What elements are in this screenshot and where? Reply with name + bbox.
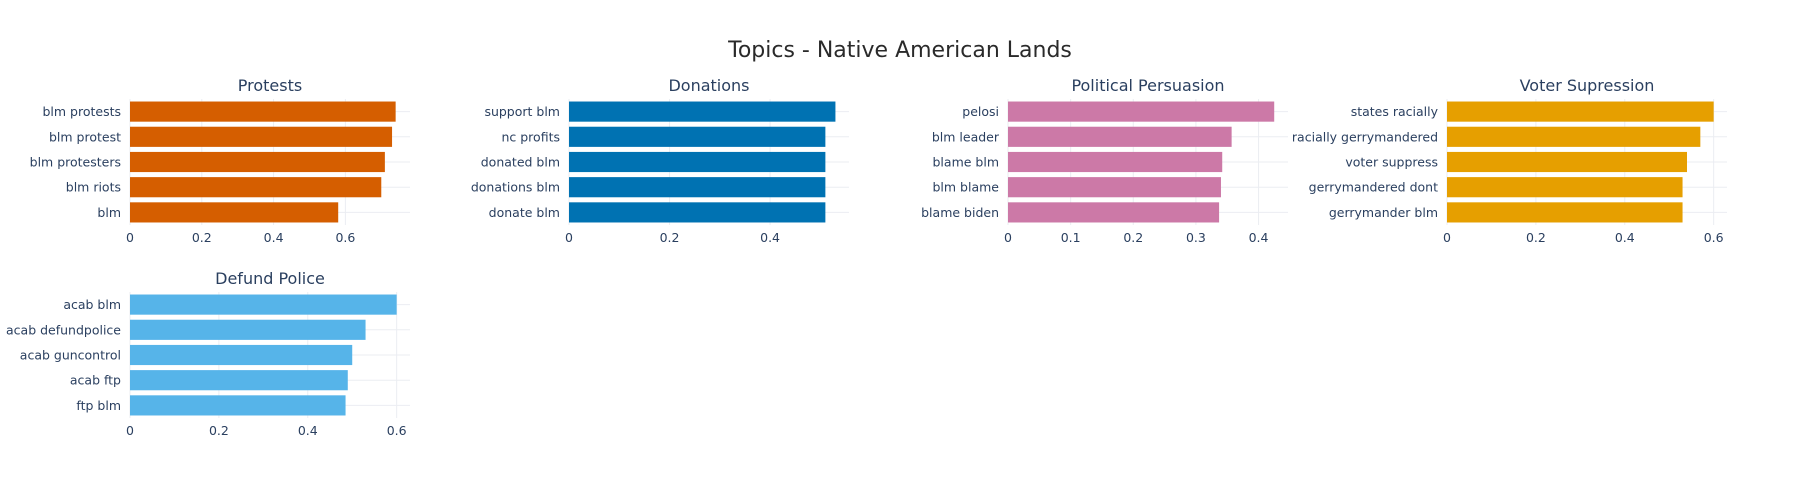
bar[interactable] [130, 177, 381, 197]
chart-title: Topics - Native American Lands [727, 38, 1072, 63]
x-tick-label: 0.2 [1123, 230, 1143, 245]
bar[interactable] [569, 177, 825, 197]
x-tick-label: 0 [126, 230, 134, 245]
bar[interactable] [1447, 202, 1683, 222]
bar[interactable] [1447, 102, 1714, 122]
x-tick-label: 0.4 [1615, 230, 1635, 245]
x-tick-label: 0 [126, 423, 134, 438]
category-label: blm leader [932, 129, 1000, 144]
category-label: gerrymander blm [1329, 205, 1438, 220]
bar[interactable] [1447, 152, 1687, 172]
x-tick-label: 0 [1443, 230, 1451, 245]
category-label: blm [97, 205, 121, 220]
bar[interactable] [130, 152, 385, 172]
x-tick-label: 0.6 [387, 423, 407, 438]
category-label: donate blm [489, 205, 560, 220]
bar[interactable] [1008, 127, 1232, 147]
bar[interactable] [1008, 202, 1219, 222]
subplot-title: Protests [238, 76, 302, 95]
bar[interactable] [1447, 177, 1683, 197]
category-label: voter suppress [1345, 155, 1438, 170]
x-tick-label: 0.2 [209, 423, 229, 438]
x-tick-label: 0.6 [1704, 230, 1724, 245]
x-tick-label: 0.3 [1186, 230, 1206, 245]
category-label: racially gerrymandered [1292, 129, 1438, 144]
category-label: blame biden [921, 205, 999, 220]
bar[interactable] [569, 102, 835, 122]
category-label: blm protests [42, 104, 121, 119]
bar[interactable] [130, 102, 396, 122]
subplot-defund-police: Defund Police acab blm acab defundpolice ac… [6, 269, 410, 438]
x-tick-label: 0.4 [760, 230, 780, 245]
category-label: nc profits [501, 129, 560, 144]
x-tick-label: 0.4 [264, 230, 284, 245]
category-label: ftp blm [76, 398, 121, 413]
category-label: acab ftp [70, 373, 121, 388]
x-tick-label: 0.1 [1061, 230, 1081, 245]
x-tick-label: 0 [565, 230, 573, 245]
category-label: blm riots [66, 180, 121, 195]
category-label: donated blm [481, 155, 560, 170]
x-tick-label: 0.4 [1249, 230, 1269, 245]
x-tick-label: 0.2 [660, 230, 680, 245]
subplot-title: Defund Police [215, 269, 325, 288]
category-label: pelosi [962, 104, 999, 119]
bar[interactable] [569, 202, 825, 222]
x-tick-label: 0.2 [192, 230, 212, 245]
subplot-voter-supression: Voter Supression states racially racially … [1292, 76, 1727, 245]
bar[interactable] [569, 152, 825, 172]
subplot-title: Donations [668, 76, 749, 95]
category-label: blm protest [49, 129, 121, 144]
subplot-title: Voter Supression [1520, 76, 1655, 95]
bar[interactable] [130, 202, 338, 222]
bar[interactable] [569, 127, 825, 147]
category-label: blm blame [933, 180, 1000, 195]
bar[interactable] [1008, 102, 1274, 122]
category-label: support blm [484, 104, 560, 119]
category-label: donations blm [471, 180, 560, 195]
category-label: acab guncontrol [20, 348, 121, 363]
category-label: states racially [1351, 104, 1439, 119]
subplot-donations: Donations support blm nc profits donated bl… [471, 76, 849, 245]
x-tick-label: 0.4 [298, 423, 318, 438]
subplot-political-persuasion: Political Persuasion pelosi blm leader blam… [921, 76, 1288, 245]
category-label: gerrymandered dont [1309, 180, 1438, 195]
x-tick-label: 0.6 [335, 230, 355, 245]
bar[interactable] [130, 295, 397, 315]
bar[interactable] [1008, 177, 1221, 197]
bar[interactable] [130, 370, 348, 390]
bar[interactable] [1447, 127, 1700, 147]
subplot-title: Political Persuasion [1071, 76, 1224, 95]
bar[interactable] [130, 320, 366, 340]
bar[interactable] [130, 127, 392, 147]
bar[interactable] [130, 345, 352, 365]
x-tick-label: 0.2 [1526, 230, 1546, 245]
category-label: blame blm [933, 155, 1000, 170]
bar[interactable] [130, 395, 346, 415]
x-tick-label: 0 [1004, 230, 1012, 245]
subplot-protests: Protests blm protests blm protest blm prote… [30, 76, 410, 245]
bar[interactable] [1008, 152, 1222, 172]
category-label: acab blm [63, 297, 121, 312]
category-label: blm protesters [30, 155, 121, 170]
category-label: acab defundpolice [6, 322, 121, 337]
